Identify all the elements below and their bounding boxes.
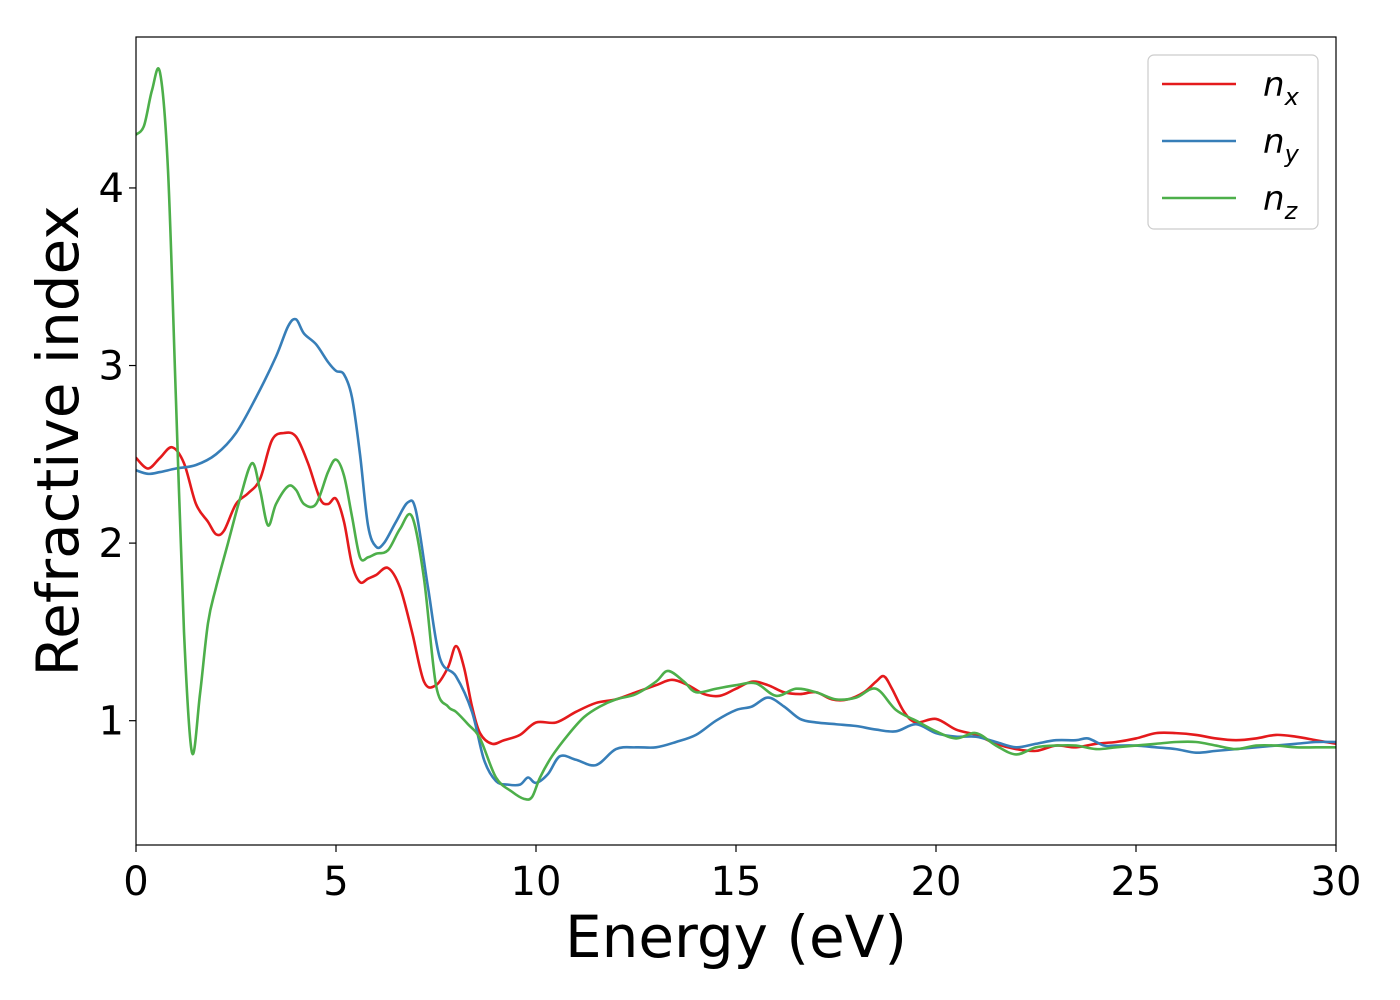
y-axis-title: Refractive index (24, 205, 92, 676)
y-tick-label: 2 (99, 521, 124, 567)
x-tick-label: 0 (123, 859, 148, 905)
legend-label-n-x: nx (1263, 65, 1300, 111)
x-tick-label: 20 (911, 859, 962, 905)
x-tick-label: 5 (323, 859, 348, 905)
x-tick-label: 25 (1111, 859, 1162, 905)
x-tick-label: 10 (511, 859, 562, 905)
series-line-n-z (136, 67, 1336, 801)
y-tick-label: 4 (99, 166, 124, 212)
y-axis: 1 2 3 4 (99, 166, 136, 745)
legend-label-n-z: nz (1263, 179, 1299, 225)
x-axis-title: Energy (eV) (565, 903, 907, 971)
x-axis: 0 5 10 15 20 25 30 (123, 845, 1361, 905)
y-tick-label: 1 (99, 699, 124, 745)
x-tick-label: 15 (711, 859, 762, 905)
x-tick-label: 30 (1311, 859, 1362, 905)
y-tick-label: 3 (99, 344, 124, 390)
series-layer (136, 67, 1336, 801)
series-line-n-y (136, 317, 1336, 787)
legend-label-n-y: ny (1263, 122, 1300, 168)
legend: nx ny nz (1147, 54, 1319, 230)
